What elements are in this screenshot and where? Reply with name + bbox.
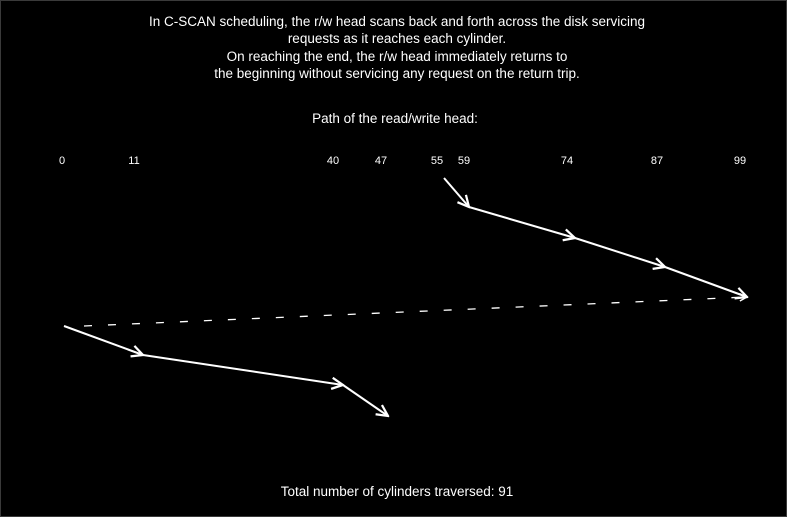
path-title: Path of the read/write head:: [312, 111, 478, 126]
cylinder-label: 55: [430, 155, 444, 167]
head-move-arrow: [664, 266, 747, 297]
description-line-2: requests as it reaches each cylinder.: [287, 31, 507, 46]
head-path: [63, 177, 747, 416]
cylinder-label: 99: [733, 155, 747, 167]
head-move-arrow: [443, 177, 469, 207]
head-move-arrow: [342, 384, 388, 416]
return-trip-dashed-arrow: [83, 297, 747, 327]
head-move-arrow: [142, 354, 343, 385]
cylinder-label: 87: [650, 155, 664, 167]
cylinder-label: 0: [58, 155, 66, 167]
total-cylinders-traversed: Total number of cylinders traversed: 91: [280, 484, 514, 499]
cylinder-label: 40: [326, 155, 340, 167]
head-move-arrow: [468, 206, 575, 238]
cylinder-label: 47: [374, 155, 388, 167]
cylinder-label: 11: [128, 155, 140, 167]
description-line-4: the beginning without servicing any requ…: [214, 66, 580, 81]
description-line-3: On reaching the end, the r/w head immedi…: [226, 49, 568, 64]
cylinder-label: 74: [560, 155, 574, 167]
cylinder-label: 59: [457, 155, 471, 167]
head-move-arrow: [574, 237, 665, 267]
description-line-1: In C-SCAN scheduling, the r/w head scans…: [149, 14, 645, 29]
head-move-arrow: [63, 325, 143, 355]
